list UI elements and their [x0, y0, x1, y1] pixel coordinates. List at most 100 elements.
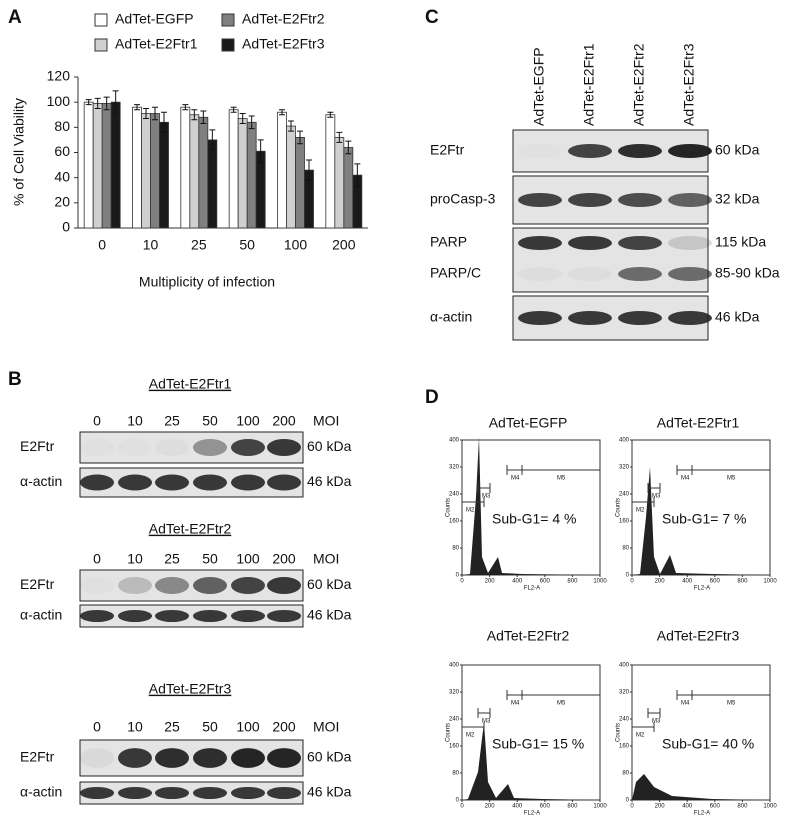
annotation: Sub-G1= 7 %	[662, 511, 746, 527]
x-axis-label: Multiplicity of infection	[139, 274, 275, 290]
blot-band	[118, 609, 152, 623]
error-bar	[288, 120, 294, 132]
plot-title: AdTet-E2Ftr1	[657, 415, 740, 431]
blot-band	[193, 438, 227, 457]
gate	[521, 690, 601, 700]
size-label: 115 kDa	[715, 234, 766, 250]
row-label: proCasp-3	[430, 191, 496, 207]
lane-label: 100	[236, 719, 260, 735]
lane-label: 10	[127, 551, 143, 567]
x-axis-label: FL2-A	[524, 811, 540, 817]
panel-label: A	[8, 7, 22, 28]
blot-band	[267, 576, 301, 595]
error-bar	[182, 104, 189, 111]
x-tick-label: 200	[332, 237, 356, 253]
y-axis-label: % of Cell Viability	[11, 98, 27, 206]
blot-band	[80, 786, 114, 800]
row-label: α-actin	[430, 309, 472, 325]
y-tick-label: 240	[449, 717, 460, 723]
lane-label: 200	[272, 413, 296, 429]
gate-label: M3	[652, 719, 661, 725]
y-tick-label: 80	[54, 118, 70, 134]
gate	[506, 690, 523, 700]
blot-band	[118, 576, 152, 595]
error-bar	[200, 110, 207, 125]
lane-label: 0	[93, 719, 101, 735]
gate-label: M2	[636, 508, 645, 514]
blot-band	[518, 144, 562, 158]
x-tick-label: 0	[460, 579, 464, 585]
legend-swatch	[94, 38, 108, 52]
x-tick-label: 0	[630, 579, 634, 585]
bar	[334, 136, 345, 229]
x-tick-label: 10	[143, 237, 159, 253]
gate	[477, 483, 491, 493]
y-tick-label: 0	[626, 798, 630, 804]
x-tick-label: 800	[567, 804, 578, 810]
lane-label: 100	[236, 413, 260, 429]
histogram	[462, 722, 600, 800]
blot-band	[568, 267, 612, 281]
bar	[110, 101, 121, 229]
x-axis-label: FL2-A	[694, 586, 710, 592]
y-tick-label: 400	[619, 663, 630, 669]
histogram	[462, 437, 600, 575]
y-tick-label: 400	[449, 438, 460, 444]
x-tick-label: 1000	[763, 804, 777, 810]
gate-label: M4	[681, 701, 690, 707]
gate-label: M2	[636, 733, 645, 739]
blot-band	[118, 439, 152, 456]
error-bar	[112, 90, 119, 114]
y-tick-label: 160	[449, 744, 460, 750]
blot-band	[267, 438, 301, 457]
bar	[277, 111, 287, 229]
bar	[101, 103, 112, 229]
bar	[207, 139, 218, 229]
blot-band	[231, 576, 265, 595]
lane-label: AdTet-EGFP	[531, 47, 547, 126]
blot-band	[231, 748, 265, 768]
size-label: 46 kDa	[307, 607, 352, 623]
error-bar	[134, 104, 140, 111]
blot-band	[80, 474, 114, 491]
x-tick-label: 200	[655, 804, 666, 810]
x-tick-label: 400	[682, 579, 693, 585]
x-tick-label: 1000	[593, 579, 607, 585]
y-tick-label: 160	[619, 519, 630, 525]
blot-box	[79, 431, 304, 464]
y-tick-label: 60	[54, 143, 70, 159]
y-tick-label: 240	[619, 717, 630, 723]
row-label: PARP	[430, 234, 467, 250]
y-tick-label: 160	[449, 519, 460, 525]
blot-band	[118, 474, 152, 491]
x-tick-label: 800	[567, 579, 578, 585]
x-tick-label: 400	[512, 579, 523, 585]
bar	[246, 121, 257, 229]
blot-band	[80, 439, 114, 456]
lane-label: 50	[202, 551, 218, 567]
lane-label: 10	[127, 413, 143, 429]
bar	[189, 114, 200, 229]
y-tick-label: 320	[619, 465, 630, 471]
y-tick-label: 80	[452, 546, 459, 552]
error-bar	[143, 107, 149, 120]
x-tick-label: 600	[540, 579, 551, 585]
gate-label: M4	[681, 476, 690, 482]
error-bar	[257, 139, 264, 164]
blot-band	[668, 267, 712, 281]
blot-band	[618, 311, 662, 325]
x-tick-label: 100	[284, 237, 308, 253]
gate-label: M5	[557, 701, 566, 707]
y-tick-label: 80	[622, 771, 629, 777]
bar	[343, 147, 354, 229]
y-tick-label: 400	[449, 663, 460, 669]
lane-label: 200	[272, 551, 296, 567]
lane-label: 25	[164, 719, 180, 735]
plot-title: AdTet-E2Ftr2	[487, 628, 570, 644]
blot-band	[155, 609, 189, 623]
moi-label: MOI	[313, 551, 339, 567]
error-bar	[354, 163, 361, 187]
legend-swatch	[221, 38, 235, 52]
blot-box	[79, 739, 304, 777]
y-tick-label: 80	[622, 546, 629, 552]
